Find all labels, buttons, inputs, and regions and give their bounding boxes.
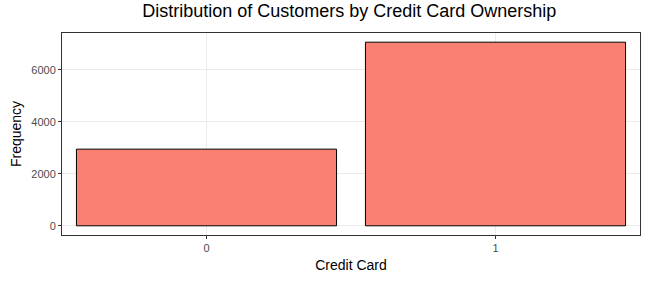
svg-text:Distribution of Customers by C: Distribution of Customers by Credit Card… [142,1,556,21]
svg-text:4000: 4000 [31,116,55,128]
svg-text:0: 0 [50,220,56,232]
svg-text:Credit Card: Credit Card [315,257,387,273]
svg-text:Frequency: Frequency [8,101,24,167]
svg-text:6000: 6000 [31,64,55,76]
svg-text:2000: 2000 [31,168,55,180]
svg-text:1: 1 [492,242,498,254]
svg-text:0: 0 [203,242,209,254]
